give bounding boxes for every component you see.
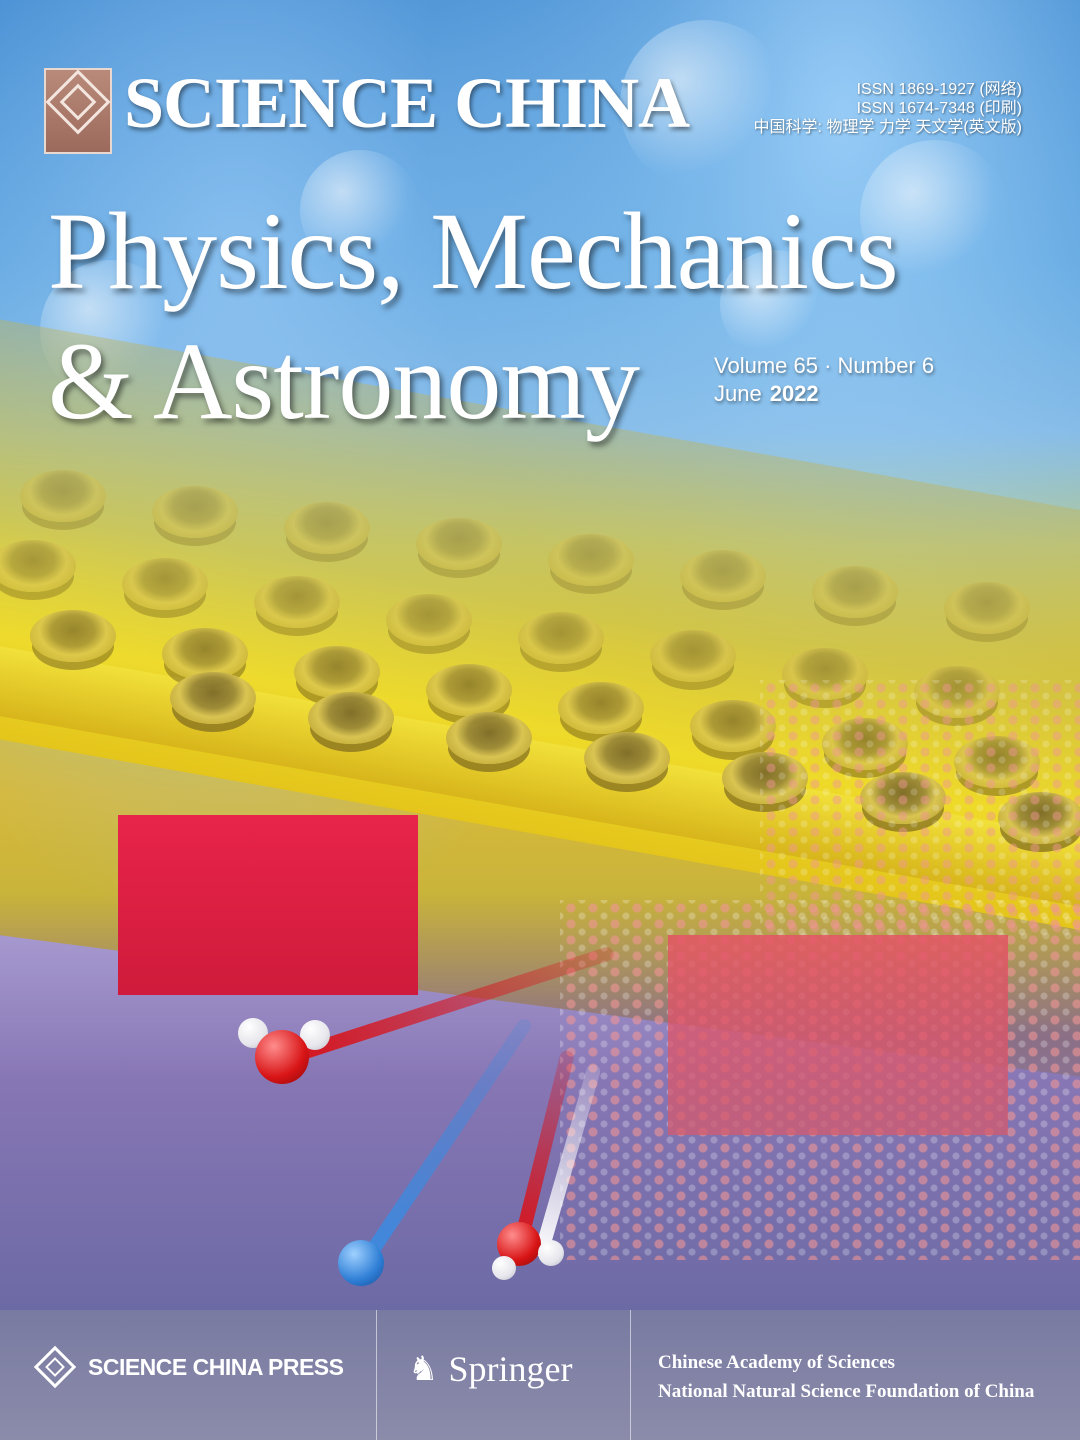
publisher-name: SCIENCE CHINA PRESS (88, 1353, 344, 1380)
blue-atom (338, 1240, 384, 1286)
brick-stud (548, 534, 634, 586)
brick-stud (162, 628, 248, 680)
brick-stud (426, 664, 512, 716)
brick-stud (650, 630, 736, 682)
brick-stud (20, 470, 106, 522)
chinese-title: 中国科学: 物理学 力学 天文学(英文版) (753, 119, 1022, 136)
brick-stud (0, 540, 76, 592)
brick-stud (860, 772, 946, 824)
brick-stud (416, 518, 502, 570)
issn-print: ISSN 1674-7348 (印刷) (856, 100, 1022, 117)
footer-bar (0, 1310, 1080, 1440)
sponsor-nsfc: National Natural Science Foundation of C… (658, 1381, 1035, 1402)
issue-year: 2022 (769, 381, 819, 406)
brick-stud (308, 692, 394, 744)
footer-divider (376, 1310, 377, 1440)
science-china-press-logo: SCIENCE CHINA PRESS (33, 1345, 344, 1389)
brick-stud (690, 700, 776, 752)
horse-icon: ♞ (408, 1349, 439, 1389)
brick-stud (254, 576, 340, 628)
brick-stud (30, 610, 116, 662)
brick-stud (914, 666, 1000, 718)
bokeh-bubble (720, 250, 830, 360)
brick-stud (722, 752, 808, 804)
graphene-lattice (760, 680, 1080, 940)
footer-divider (630, 1310, 631, 1440)
hydrogen-atom (492, 1256, 516, 1280)
red-brick (118, 815, 418, 995)
issn-online: ISSN 1869-1927 (网络) (856, 81, 1022, 98)
sponsor-cas: Chinese Academy of Sciences (658, 1352, 895, 1373)
bokeh-bubble (860, 140, 1010, 290)
bokeh-bubble (620, 20, 790, 190)
red-brick-lattice (668, 935, 1008, 1135)
brick-stud (782, 648, 868, 700)
issue-month: June (714, 381, 762, 406)
oxygen-atom (255, 1030, 309, 1084)
diamond-icon (33, 1345, 77, 1389)
brick-stud (822, 718, 908, 770)
brick-stud (558, 682, 644, 734)
volume-number: Volume 65 · Number 6 (714, 353, 935, 378)
brick-stud (446, 712, 532, 764)
brick-stud (680, 550, 766, 602)
sponsors: Chinese Academy of Sciences National Nat… (658, 1348, 1034, 1406)
journal-title-line2: & Astronomy (48, 320, 640, 442)
brick-stud (954, 736, 1040, 788)
issn-block: ISSN 1869-1927 (网络) ISSN 1674-7348 (印刷) … (754, 80, 1022, 137)
brick-stud (294, 646, 380, 698)
partner-name: Springer (448, 1349, 573, 1389)
brand-name: SCIENCE CHINA (124, 63, 690, 143)
brick-stud (122, 558, 208, 610)
brick-stud (284, 502, 370, 554)
springer-logo: ♞ Springer (408, 1348, 572, 1390)
brick-stud (812, 566, 898, 618)
issue-info: Volume 65 · Number 6 June 2022 (714, 352, 934, 408)
brick-stud (998, 792, 1080, 844)
brick-stud (944, 582, 1030, 634)
issue-date: June 2022 (714, 380, 934, 408)
brick-stud (386, 594, 472, 646)
journal-title-line1: Physics, Mechanics (48, 190, 899, 312)
brick-stud (170, 672, 256, 724)
hydrogen-atom (538, 1240, 564, 1266)
brick-stud (518, 612, 604, 664)
brick-stud (152, 486, 238, 538)
brick-stud (584, 732, 670, 784)
science-china-logo (44, 68, 112, 154)
bokeh-bubble (300, 150, 420, 270)
